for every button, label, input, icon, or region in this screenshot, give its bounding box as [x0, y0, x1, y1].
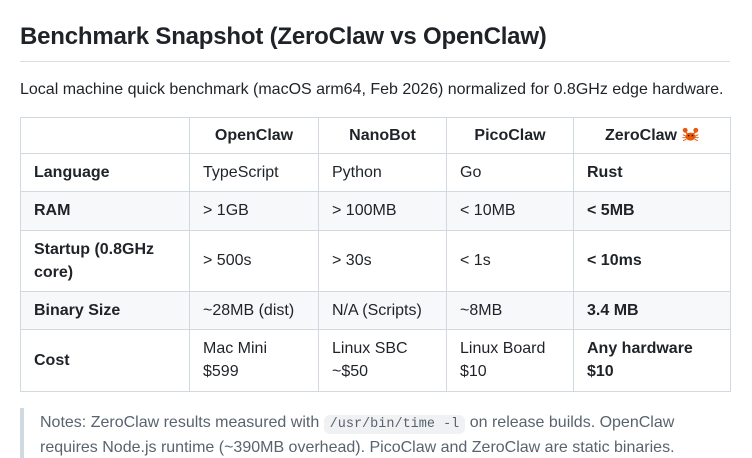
table-cell: < 5MB: [573, 191, 731, 231]
table-cell: Go: [446, 153, 574, 193]
zeroclaw-header-label: ZeroClaw: [604, 127, 677, 144]
column-header-empty: [20, 116, 190, 155]
table-row-cost: Cost Mac Mini $599 Linux SBC ~$50 Linux …: [20, 329, 731, 392]
table-cell: > 500s: [189, 229, 319, 292]
crab-icon: [682, 127, 699, 142]
column-header-picoclaw: PicoClaw: [446, 116, 574, 155]
table-row-language: Language TypeScript Python Go Rust: [20, 153, 731, 193]
table-cell: < 10ms: [573, 229, 731, 292]
table-cell: Rust: [573, 153, 731, 193]
page-title: Benchmark Snapshot (ZeroClaw vs OpenClaw…: [20, 22, 730, 62]
table-cell: > 1GB: [189, 191, 319, 231]
table-cell: N/A (Scripts): [318, 290, 447, 331]
inline-code: /usr/bin/time -l: [323, 414, 466, 434]
row-label: Language: [20, 153, 190, 193]
notes-text-before-code: Notes: ZeroClaw results measured with: [40, 413, 324, 431]
table-cell: ~8MB: [446, 290, 574, 331]
table-row-ram: RAM > 1GB > 100MB < 10MB < 5MB: [20, 191, 731, 231]
notes-blockquote: Notes: ZeroClaw results measured with /u…: [20, 407, 730, 458]
row-label: RAM: [20, 191, 190, 231]
table-cell: Mac Mini $599: [189, 329, 319, 392]
row-label: Cost: [20, 329, 190, 392]
table-row-startup: Startup (0.8GHz core) > 500s > 30s < 1s …: [20, 229, 731, 292]
row-label: Binary Size: [20, 290, 190, 331]
column-header-nanobot: NanoBot: [318, 116, 447, 155]
table-cell: < 10MB: [446, 191, 574, 231]
table-row-binary-size: Binary Size ~28MB (dist) N/A (Scripts) ~…: [20, 290, 731, 331]
table-cell: > 100MB: [318, 191, 447, 231]
table-cell: TypeScript: [189, 153, 319, 193]
row-label: Startup (0.8GHz core): [20, 229, 190, 292]
table-cell: Any hardware $10: [573, 329, 731, 392]
table-cell: 3.4 MB: [573, 290, 731, 331]
column-header-openclaw: OpenClaw: [189, 116, 319, 155]
notes-text-after-code: on release builds. OpenClaw requires Nod…: [40, 413, 675, 457]
table-cell: ~28MB (dist): [189, 290, 319, 331]
table-header-row: OpenClaw NanoBot PicoClaw ZeroClaw: [20, 116, 731, 155]
table-cell: < 1s: [446, 229, 574, 292]
column-header-zeroclaw: ZeroClaw: [573, 116, 731, 155]
table-cell: Python: [318, 153, 447, 193]
benchmark-table: OpenClaw NanoBot PicoClaw ZeroClaw: [20, 116, 731, 392]
table-cell: Linux SBC ~$50: [318, 329, 447, 392]
table-cell: > 30s: [318, 229, 447, 292]
table-cell: Linux Board $10: [446, 329, 574, 392]
subtitle: Local machine quick benchmark (macOS arm…: [20, 81, 724, 98]
notes-text: Notes: ZeroClaw results measured with /u…: [40, 410, 714, 458]
